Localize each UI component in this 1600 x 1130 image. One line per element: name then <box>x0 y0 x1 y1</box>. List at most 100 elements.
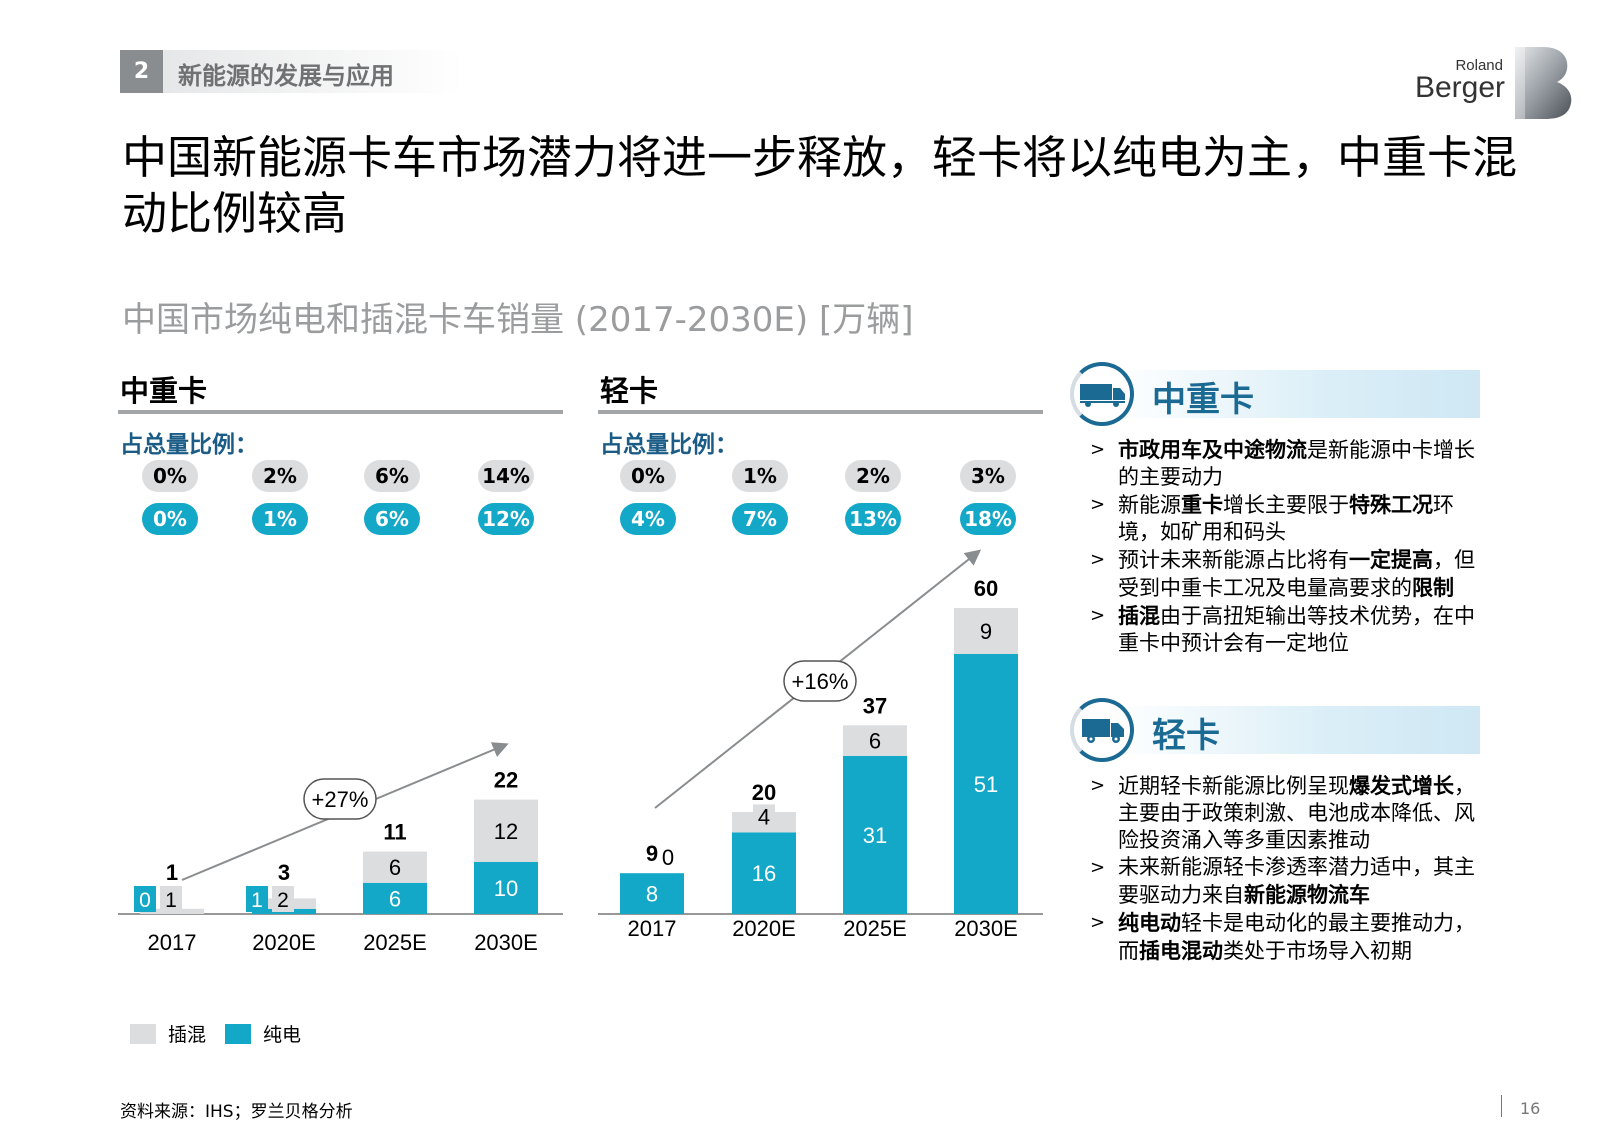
legend-phev: 插混 <box>130 1020 206 1047</box>
bar-phev <box>954 608 1018 654</box>
bullet-marker-icon: > <box>1090 549 1106 570</box>
bar-bev-label: 8 <box>646 882 658 907</box>
logo-berger-text: Berger <box>1414 71 1505 104</box>
bar-bev-label: 6 <box>389 886 401 911</box>
info-header-circle <box>1070 362 1134 426</box>
x-tick-label: 2020E <box>252 930 316 955</box>
share-bev-pill: 1% <box>252 503 308 535</box>
bar-bev <box>732 832 796 914</box>
bullet-marker-icon: > <box>1090 857 1106 878</box>
bullet-item: > 预计未来新能源占比将有一定提高，但受到中重卡工况及电量高要求的限制 <box>1090 546 1490 602</box>
page-title: 中国新能源卡车市场潜力将进一步释放，轻卡将以纯电为主，中重卡混动比例较高 <box>122 131 1518 240</box>
bar-phev-label-box <box>160 886 182 912</box>
bullet-text: ，但受到中重卡工况及电量高要求的 <box>1118 548 1475 600</box>
bar-bev <box>843 755 907 914</box>
share-bev-pill: 6% <box>364 503 420 535</box>
section-bar <box>163 50 463 93</box>
bullet-item: > 市政用车及中途物流是新能源中卡增长的主要动力 <box>1090 436 1490 491</box>
van-icon <box>1082 719 1124 743</box>
bullet-text: 由于高扭矩输出等技术优势，在中重卡中预计会有一定地位 <box>1118 604 1475 655</box>
roland-berger-logo: Roland Berger <box>1410 45 1575 125</box>
legend-bev-label: 纯电 <box>263 1024 302 1046</box>
bar-total-label: 20 <box>752 780 776 805</box>
share-label-right: 占总量比例： <box>600 432 738 458</box>
cagr-bubble <box>783 660 857 702</box>
legend-phev-label: 插混 <box>168 1024 207 1046</box>
share-phev-pill: 3% <box>960 460 1016 492</box>
legend-bev: 纯电 <box>225 1020 301 1047</box>
x-tick-label: 2025E <box>363 930 427 955</box>
bullet-text-bold: 插电混动 <box>1139 938 1223 963</box>
share-phev-pill: 0% <box>142 460 198 492</box>
bullet-text: 增长主要限于 <box>1223 493 1349 517</box>
bar-phev-label: 0 <box>662 845 674 870</box>
info-header-title: 中重卡 <box>1152 380 1254 420</box>
bar-bev <box>474 862 538 914</box>
bar-phev <box>474 799 538 862</box>
bar-bev-label: 31 <box>863 823 887 848</box>
legend-phev-swatch <box>130 1023 156 1044</box>
x-tick-label: 2017 <box>628 916 677 941</box>
bullet-text-bold: 爆发式增长 <box>1349 773 1454 798</box>
bullet-text-bold: 纯电动 <box>1118 910 1181 935</box>
share-bev-pill: 13% <box>845 503 901 535</box>
bullet-text: 近期轻卡新能源比例呈现 <box>1118 774 1349 798</box>
page-number: 16 <box>1520 1099 1541 1118</box>
chart-subtitle: 中国市场纯电和插混卡车销量 (2017-2030E) [万辆] <box>122 300 914 340</box>
bullet-text-bold: 新能源物流车 <box>1244 882 1370 907</box>
bullet-item: > 近期轻卡新能源比例呈现爆发式增长，主要由于政策刺激、电池成本降低、风险投资涌入… <box>1090 772 1490 854</box>
bullet-text: 是新能源中卡增长的主要动力 <box>1118 438 1475 489</box>
x-tick-label: 2025E <box>843 916 907 941</box>
bullet-text-bold: 限制 <box>1412 575 1454 600</box>
bullet-text: ，主要由于政策刺激、电池成本降低、风险投资涌入等多重因素推动 <box>1118 774 1475 852</box>
bar-bev-label: 10 <box>494 876 518 901</box>
info-header-circle <box>1070 698 1134 762</box>
bar-phev-label: 2 <box>277 889 289 912</box>
bullet-text-bold: 重卡 <box>1181 492 1223 517</box>
bar-total-label: 3 <box>278 860 290 885</box>
bullet-item: > 新能源重卡增长主要限于特殊工况环境，如矿用和码头 <box>1090 491 1490 546</box>
share-phev-pill: 6% <box>364 460 420 492</box>
bar-bev-label: 51 <box>974 772 998 797</box>
info-header-medium-heavy: 中重卡 <box>1070 362 1480 426</box>
bar-bev-label: 0 <box>139 889 151 912</box>
page-separator <box>1501 1095 1502 1117</box>
share-phev-pill: 0% <box>620 460 676 492</box>
share-phev-pill: 1% <box>732 460 788 492</box>
bar-phev-label-box <box>656 843 680 872</box>
bullet-marker-icon: > <box>1090 439 1106 460</box>
bar-total-label: 37 <box>863 693 887 718</box>
share-phev-pill: 2% <box>252 460 308 492</box>
share-phev-pill: 14% <box>478 460 534 492</box>
info-header-band <box>1110 370 1480 418</box>
bullet-marker-icon: > <box>1090 912 1106 933</box>
bar-phev-label: 1 <box>165 889 177 912</box>
bar-bev <box>954 653 1018 914</box>
bar-total-label: 11 <box>383 820 406 845</box>
bullet-item: > 未来新能源轻卡渗透率潜力适中，其主要驱动力来自新能源物流车 <box>1090 854 1490 909</box>
bullets-light: > 近期轻卡新能源比例呈现爆发式增长，主要由于政策刺激、电池成本降低、风险投资涌入… <box>1090 772 1490 965</box>
share-bev-pill: 0% <box>142 503 198 535</box>
info-header-light: 轻卡 <box>1070 698 1480 762</box>
cagr-bubble <box>303 778 377 820</box>
bar-bev-label: 16 <box>752 861 776 886</box>
bullet-text-bold: 市政用车及中途物流 <box>1118 437 1307 462</box>
bar-phev-label: 6 <box>869 729 881 754</box>
info-header-band <box>1110 706 1480 754</box>
bullets-medium-heavy: > 市政用车及中途物流是新能源中卡增长的主要动力 > 新能源重卡增长主要限于特殊工况环… <box>1090 436 1490 657</box>
bullet-marker-icon: > <box>1090 605 1106 626</box>
bullet-text: 环境，如矿用和码头 <box>1118 493 1454 544</box>
bar-total-label: 60 <box>974 576 998 601</box>
share-bev-pill: 12% <box>478 503 534 535</box>
bar-total-label: 22 <box>494 768 518 793</box>
bar-bev <box>363 882 427 914</box>
bullet-marker-icon: > <box>1090 494 1106 515</box>
panel-title-light: 轻卡 <box>600 374 659 408</box>
bar-phev-label-box <box>753 804 775 831</box>
panel-divider-right <box>598 410 1043 414</box>
bullet-text-bold: 插混 <box>1118 603 1160 628</box>
bar-phev-label: 6 <box>389 855 401 880</box>
b-logo-icon <box>1515 47 1572 119</box>
source-note: 资料来源：IHS；罗兰贝格分析 <box>120 1102 353 1122</box>
